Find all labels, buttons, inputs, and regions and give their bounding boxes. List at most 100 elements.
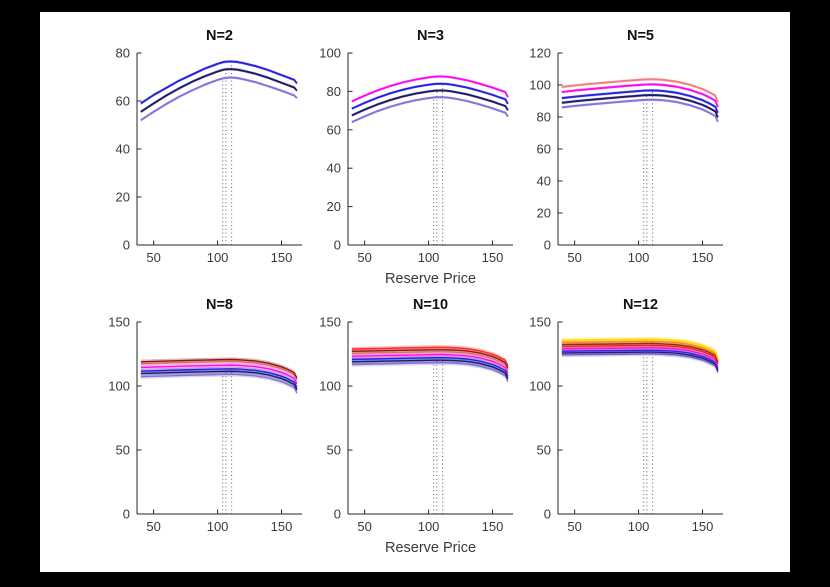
revenue-curve-magenta	[561, 83, 719, 108]
confidence-band-darkred	[351, 347, 508, 371]
revenue-curve-navy	[561, 351, 719, 371]
x-tick-label: 100	[628, 250, 650, 265]
confidence-band-blue	[140, 366, 297, 390]
subplot-N2: 0 20 40 60 80 50 100 150 N=2	[116, 28, 302, 265]
y-tick-label: 150	[529, 315, 551, 330]
confidence-band-purple	[561, 98, 718, 124]
revenue-curve-magenta	[140, 364, 298, 385]
subplot-N5: 0 20 40 60 80 100 120 50 100 150 N=5	[529, 28, 723, 265]
confidence-band-navy	[561, 349, 718, 373]
y-tick-label: 100	[319, 46, 341, 61]
y-tick-label: 120	[529, 46, 551, 61]
revenue-curve-darkred	[351, 348, 509, 369]
y-tick-label: 50	[116, 443, 130, 458]
confidence-band-navy	[140, 369, 297, 393]
confidence-band-red	[561, 343, 718, 367]
x-tick-label: 100	[628, 519, 650, 534]
figure-canvas: 0 20 40 60 80 50 100 150 N=2 0 20 40 60 80 100 50 100 150…	[40, 12, 790, 572]
confidence-band-purple	[351, 95, 508, 124]
y-tick-label: 60	[116, 94, 130, 109]
y-tick-label: 0	[123, 238, 130, 253]
confidence-band-orange	[561, 339, 718, 363]
x-tick-label: 100	[207, 250, 229, 265]
subplot-N3: 0 20 40 60 80 100 50 100 150 N=3 Reserve Price	[319, 28, 513, 287]
revenue-curve-blue	[140, 368, 298, 388]
subplot-N8: 0 50 100 150 50 100 150 N=8	[108, 297, 302, 534]
confidence-band-blue	[351, 82, 508, 111]
y-tick-label: 80	[327, 84, 341, 99]
y-tick-label: 150	[108, 315, 130, 330]
subplot-N12: 0 50 100 150 50 100 150 N=12	[529, 297, 723, 534]
confidence-band-salmon	[140, 359, 297, 383]
subplot-title: N=12	[623, 297, 658, 313]
revenue-curve-red	[561, 344, 719, 365]
y-tick-label: 20	[327, 199, 341, 214]
revenue-curve-darkred	[561, 342, 719, 363]
y-tick-label: 0	[123, 507, 130, 522]
revenue-curve-blue	[561, 349, 719, 369]
confidence-band-navy	[351, 89, 508, 117]
revenue-curve-orange	[561, 340, 719, 361]
y-tick-label: 0	[334, 507, 341, 522]
y-tick-label: 100	[319, 379, 341, 394]
revenue-curve-salmon	[561, 78, 719, 103]
confidence-band-blue	[351, 355, 508, 379]
y-tick-label: 80	[537, 110, 551, 125]
subplot-title: N=8	[206, 297, 233, 313]
confidence-band-red	[351, 345, 508, 369]
y-tick-label: 20	[537, 206, 551, 221]
x-tick-label: 50	[357, 250, 371, 265]
confidence-band-magenta	[351, 352, 508, 376]
revenue-curve-blue	[561, 89, 719, 114]
subplot-title: N=10	[413, 297, 448, 313]
confidence-band-darkred	[561, 341, 718, 365]
x-tick-label: 50	[357, 519, 371, 534]
revenue-curve-purple	[561, 353, 719, 373]
revenue-curve-navy	[140, 68, 298, 113]
y-tick-label: 40	[116, 142, 130, 157]
x-tick-label: 150	[692, 250, 714, 265]
subplot-title: N=5	[627, 28, 654, 44]
revenue-curve-red	[351, 346, 509, 367]
subplot-title: N=2	[206, 28, 233, 44]
x-tick-label: 50	[567, 250, 581, 265]
x-axis-label: Reserve Price	[385, 271, 476, 287]
revenue-curve-magenta	[561, 347, 719, 367]
y-tick-label: 50	[537, 443, 551, 458]
y-tick-label: 0	[544, 507, 551, 522]
confidence-band-blue	[561, 347, 718, 371]
y-tick-label: 60	[327, 122, 341, 137]
confidence-band-yellow	[561, 336, 718, 360]
confidence-band-magenta	[351, 75, 508, 103]
revenue-curve-magenta	[351, 75, 509, 103]
y-tick-label: 0	[334, 238, 341, 253]
revenue-curve-blue	[351, 357, 509, 377]
x-axis-label: Reserve Price	[385, 540, 476, 556]
confidence-band-darkred	[140, 357, 297, 381]
revenue-curve-blue	[140, 60, 298, 105]
revenue-curve-purple	[140, 373, 298, 394]
x-tick-label: 150	[482, 519, 504, 534]
confidence-band-salmon	[351, 349, 508, 373]
x-tick-label: 150	[482, 250, 504, 265]
subplot-title: N=3	[417, 28, 444, 44]
x-tick-label: 100	[418, 250, 440, 265]
revenue-curve-magenta	[351, 353, 509, 374]
confidence-band-blue	[561, 89, 718, 115]
revenue-curve-navy	[140, 370, 298, 391]
x-tick-label: 50	[146, 250, 160, 265]
y-tick-label: 0	[544, 238, 551, 253]
y-tick-label: 100	[529, 379, 551, 394]
confidence-band-magenta	[561, 345, 718, 369]
revenue-curve-purple	[140, 76, 298, 121]
confidence-band-purple	[561, 351, 718, 375]
revenue-curve-navy	[351, 89, 509, 117]
revenue-curve-navy	[351, 359, 509, 380]
revenue-curve-salmon	[351, 351, 509, 371]
revenue-curve-purple	[351, 362, 509, 382]
confidence-band-purple	[351, 360, 508, 384]
confidence-band-navy	[561, 93, 718, 119]
x-tick-label: 150	[271, 519, 293, 534]
y-tick-label: 40	[327, 161, 341, 176]
